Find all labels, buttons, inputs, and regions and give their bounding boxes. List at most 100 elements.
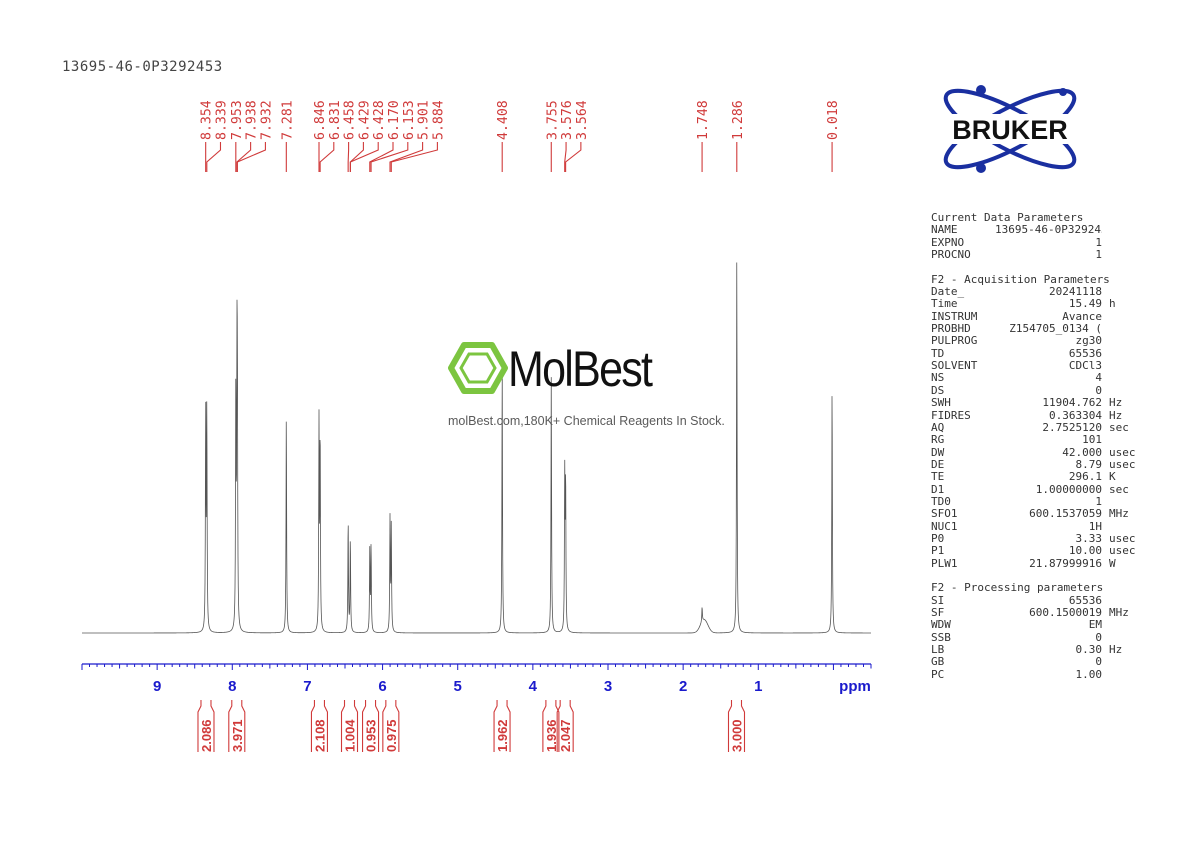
peak-label: 6.831 [328,100,343,140]
integral-bracket [382,700,400,752]
peak-label: 3.576 [560,100,575,140]
peak-label-connector [349,142,379,172]
param-value: 600.1500019 [1029,607,1102,619]
param-name: SF [931,607,945,619]
param-value: 11904.762 [1042,397,1102,410]
peak-label-connector [236,142,266,172]
param-value: 0 [1095,631,1102,644]
peak-label-connector [206,142,222,172]
peak-label: 6.429 [357,100,372,140]
param-name: Date_ [931,286,965,299]
param-name: WDW [931,619,951,632]
peak-label: 3.755 [545,100,560,140]
peak-label: 6.846 [313,100,328,140]
param-unit: K [1109,470,1116,484]
acquisition-parameters-panel: Current Data Parameters NAME 13695-46-0P32… [931,211,1146,681]
param-value: 13695-46-0P3292453 [995,224,1102,237]
param-row: DE 8.79 usec [931,457,1146,471]
param-row: NUC1 1H [931,521,1146,533]
x-tick-label: 1 [754,678,762,695]
param-unit: sec [1109,420,1129,434]
param-unit: usec [1109,544,1136,558]
param-name: TD0 [931,495,951,508]
bruker-logo: BRUKER [928,85,1092,173]
param-name: AQ [931,421,945,434]
integral-value: 1.004 [343,719,358,752]
peak-label: 8.339 [214,100,229,140]
molbest-watermark-tagline: molBest.com,180K+ Chemical Reagents In S… [448,414,725,428]
param-value: 0 [1095,384,1102,397]
param-unit: usec [1109,457,1136,471]
peak-label: 1.748 [696,100,711,140]
param-unit: usec [1109,445,1136,459]
integral-bracket [556,700,574,752]
integral-bracket [542,700,560,752]
param-name: SSB [931,631,951,644]
param-section-title: Current Data Parameters [931,211,1084,224]
param-name: DS [931,384,945,397]
param-row: EXPNO 1 [931,237,1146,249]
param-section-title: F2 - Acquisition Parameters [931,272,1110,286]
param-value: 1 [1095,495,1102,508]
param-name: PROCNO [931,249,971,262]
param-row: Date_ 20241118 [931,286,1146,298]
param-value: 0 [1095,656,1102,669]
param-unit: Hz [1109,408,1123,422]
x-tick-label: 5 [454,678,462,695]
param-section-title: F2 - Processing parameters [931,581,1104,595]
param-name: FIDRES [931,409,971,422]
param-name: EXPNO [931,236,965,249]
param-value: 10.00 [1068,545,1102,558]
param-row: P0 3.33 usec [931,531,1146,545]
param-row: SOLVENT CDCl3 [931,360,1146,372]
param-row: DS 0 [931,385,1146,397]
param-row: FIDRES 0.363304 Hz [931,408,1146,422]
peak-label-connector [369,142,394,172]
param-value: 2.7525120 [1042,421,1102,434]
integral-bracket [361,700,380,752]
integral-value: 3.000 [729,719,744,752]
param-value: 21.87999916 [1029,557,1102,570]
param-name: D1 [931,483,945,496]
param-value: 65536 [1068,594,1102,607]
peak-label-connector [370,142,409,172]
param-row: TD0 1 [931,496,1146,508]
integral-value: 0.953 [364,719,379,752]
peak-label-connector [389,142,424,172]
integral-value: 1.936 [544,719,559,752]
param-value: 4 [1095,372,1102,385]
integral-value: 2.047 [558,719,573,752]
param-name: LB [931,644,945,657]
param-value: 1 [1095,236,1102,249]
param-row: NAME 13695-46-0P3292453 [931,224,1146,236]
param-row: LB 0.30 Hz [931,643,1146,657]
param-name: NAME [931,224,958,237]
param-value: 1.00000000 [1035,483,1102,496]
param-name: DE [931,458,945,471]
benzene-logo-icon [448,342,508,394]
integral-value: 2.108 [312,719,327,752]
peak-label: 3.564 [575,100,590,140]
spectrum-trace [82,262,871,634]
x-tick-label: 7 [303,678,311,695]
x-tick-label: 6 [378,678,386,695]
param-row: SFO1 600.1537059 MHz [931,507,1146,520]
param-row: D1 1.00000000 sec [931,483,1146,496]
param-name: PROBHD [931,323,971,336]
param-name: Time [931,298,958,311]
param-value: CDCl3 [1068,360,1102,373]
integral-value: 3.971 [230,719,245,752]
param-unit: usec [1109,531,1136,545]
param-name: SWH [931,397,951,410]
param-name: SI [931,594,945,607]
param-name: P0 [931,532,945,545]
param-unit: Hz [1109,643,1123,657]
param-value: Z154705_0134 ( [1009,323,1102,336]
peak-label: 6.170 [387,100,402,140]
integral-bracket [727,700,746,752]
param-name: TD [931,347,945,360]
param-name: TE [931,471,945,484]
param-name: GB [931,656,945,669]
param-value: 296.1 [1068,471,1102,484]
